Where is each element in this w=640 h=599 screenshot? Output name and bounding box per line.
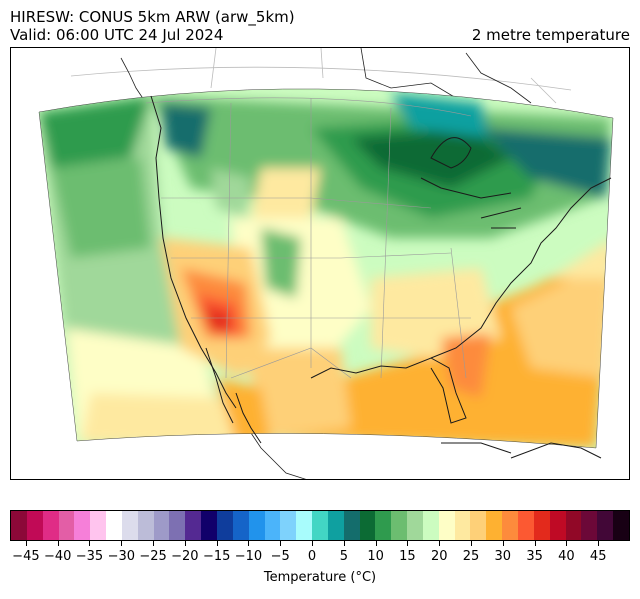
- coastlines: [150, 95, 612, 459]
- colorbar-tick-label: −10: [234, 549, 263, 564]
- colorbar-swatch: [121, 511, 138, 540]
- colorbar-tick-label: 35: [526, 549, 543, 564]
- colorbar-tick: [471, 541, 473, 546]
- temperature-colorbar: [10, 510, 630, 541]
- colorbar-swatch: [533, 511, 550, 540]
- colorbar-swatch: [26, 511, 43, 540]
- colorbar-swatch: [438, 511, 455, 540]
- title-line-valid-time: Valid: 06:00 UTC 24 Jul 2024: [10, 26, 224, 44]
- colorbar-swatch: [216, 511, 233, 540]
- colorbar-tick-label: −45: [12, 549, 40, 564]
- colorbar-label: Temperature (°C): [263, 570, 377, 585]
- colorbar-tick-label: 30: [494, 549, 512, 564]
- colorbar-swatch: [359, 511, 376, 540]
- colorbar-swatch: [90, 511, 107, 540]
- colorbar-swatch: [518, 511, 534, 540]
- model-domain-outline: [38, 88, 614, 449]
- colorbar-tick: [89, 541, 91, 546]
- colorbar-swatch: [169, 511, 186, 540]
- state-borders: [145, 97, 472, 379]
- colorbar-swatch: [502, 511, 518, 540]
- colorbar-tick-label: −25: [139, 549, 167, 564]
- colorbar-swatch: [454, 511, 471, 540]
- colorbar-tick-label: 20: [430, 549, 448, 564]
- colorbar-swatch: [565, 511, 582, 540]
- colorbar-swatch: [232, 511, 249, 540]
- colorbar-tick: [566, 541, 568, 546]
- colorbar-swatch: [137, 511, 154, 540]
- colorbar-swatch: [613, 511, 629, 540]
- colorbar-tick: [407, 541, 409, 546]
- colorbar-swatch: [185, 511, 202, 540]
- colorbar-swatch: [343, 511, 360, 540]
- colorbar-swatch: [74, 511, 91, 540]
- colorbar-swatch: [312, 511, 328, 540]
- colorbar-tick: [216, 541, 218, 546]
- colorbar-tick-label: 15: [399, 549, 416, 564]
- colorbar-swatch: [296, 511, 313, 540]
- colorbar-tick: [439, 541, 441, 546]
- colorbar-ticks: −45 −40 −35 −30 −25 −20 −15 −10 −5 0 5 10 15 20 25 30 35…: [10, 541, 630, 565]
- colorbar-tick-label: −40: [43, 549, 72, 564]
- colorbar-swatch: [549, 511, 566, 540]
- temperature-map: [38, 48, 614, 479]
- colorbar-swatch: [327, 511, 344, 540]
- colorbar-tick: [502, 541, 504, 546]
- field-title: 2 metre temperature: [471, 26, 630, 44]
- colorbar-swatch: [470, 511, 487, 540]
- colorbar-tick: [280, 541, 282, 546]
- colorbar-swatch: [153, 511, 170, 540]
- colorbar-tick-label: 10: [367, 549, 384, 564]
- colorbar-tick: [534, 541, 536, 546]
- colorbar-swatch: [375, 511, 392, 540]
- colorbar-swatch: [201, 511, 217, 540]
- colorbar-swatch: [422, 511, 439, 540]
- colorbar-tick: [25, 541, 27, 546]
- colorbar-swatch: [280, 511, 297, 540]
- colorbar-tick-label: −35: [75, 549, 104, 564]
- colorbar-swatch: [11, 511, 27, 540]
- colorbar-swatch: [42, 511, 59, 540]
- title-line-model: HIRESW: CONUS 5km ARW (arw_5km): [10, 8, 295, 26]
- colorbar-tick: [248, 541, 250, 546]
- colorbar-tick: [343, 541, 345, 546]
- colorbar-tick: [121, 541, 123, 546]
- outer-borders: [70, 48, 572, 104]
- colorbar-tick: [312, 541, 314, 546]
- colorbar-swatch: [106, 511, 122, 540]
- colorbar-tick: [184, 541, 186, 546]
- colorbar-tick-label: −15: [202, 549, 231, 564]
- colorbar-tick-label: 25: [462, 549, 480, 564]
- map-panel: [10, 47, 630, 480]
- colorbar-tick: [375, 541, 377, 546]
- colorbar-swatch: [581, 511, 598, 540]
- colorbar-swatch: [597, 511, 614, 540]
- outer-coastline: [120, 48, 532, 479]
- colorbar-swatch: [407, 511, 423, 540]
- colorbar-swatch: [264, 511, 281, 540]
- colorbar-tick: [57, 541, 59, 546]
- colorbar-swatch: [58, 511, 75, 540]
- colorbar-tick: [598, 541, 600, 546]
- plot-title: HIRESW: CONUS 5km ARW (arw_5km) Valid: 0…: [10, 8, 295, 44]
- colorbar-tick-label: −30: [107, 549, 135, 564]
- colorbar-tick: [153, 541, 155, 546]
- temperature-field: [39, 88, 613, 449]
- colorbar-tick-label: 0: [307, 549, 317, 564]
- colorbar-tick-label: −20: [171, 549, 199, 564]
- colorbar-swatch: [391, 511, 408, 540]
- colorbar-swatch: [248, 511, 265, 540]
- colorbar-tick-label: 45: [589, 549, 607, 564]
- colorbar-tick-label: 5: [339, 549, 348, 564]
- colorbar-tick-label: −5: [270, 549, 290, 564]
- colorbar-swatch: [486, 511, 503, 540]
- colorbar-tick-label: 40: [558, 549, 575, 564]
